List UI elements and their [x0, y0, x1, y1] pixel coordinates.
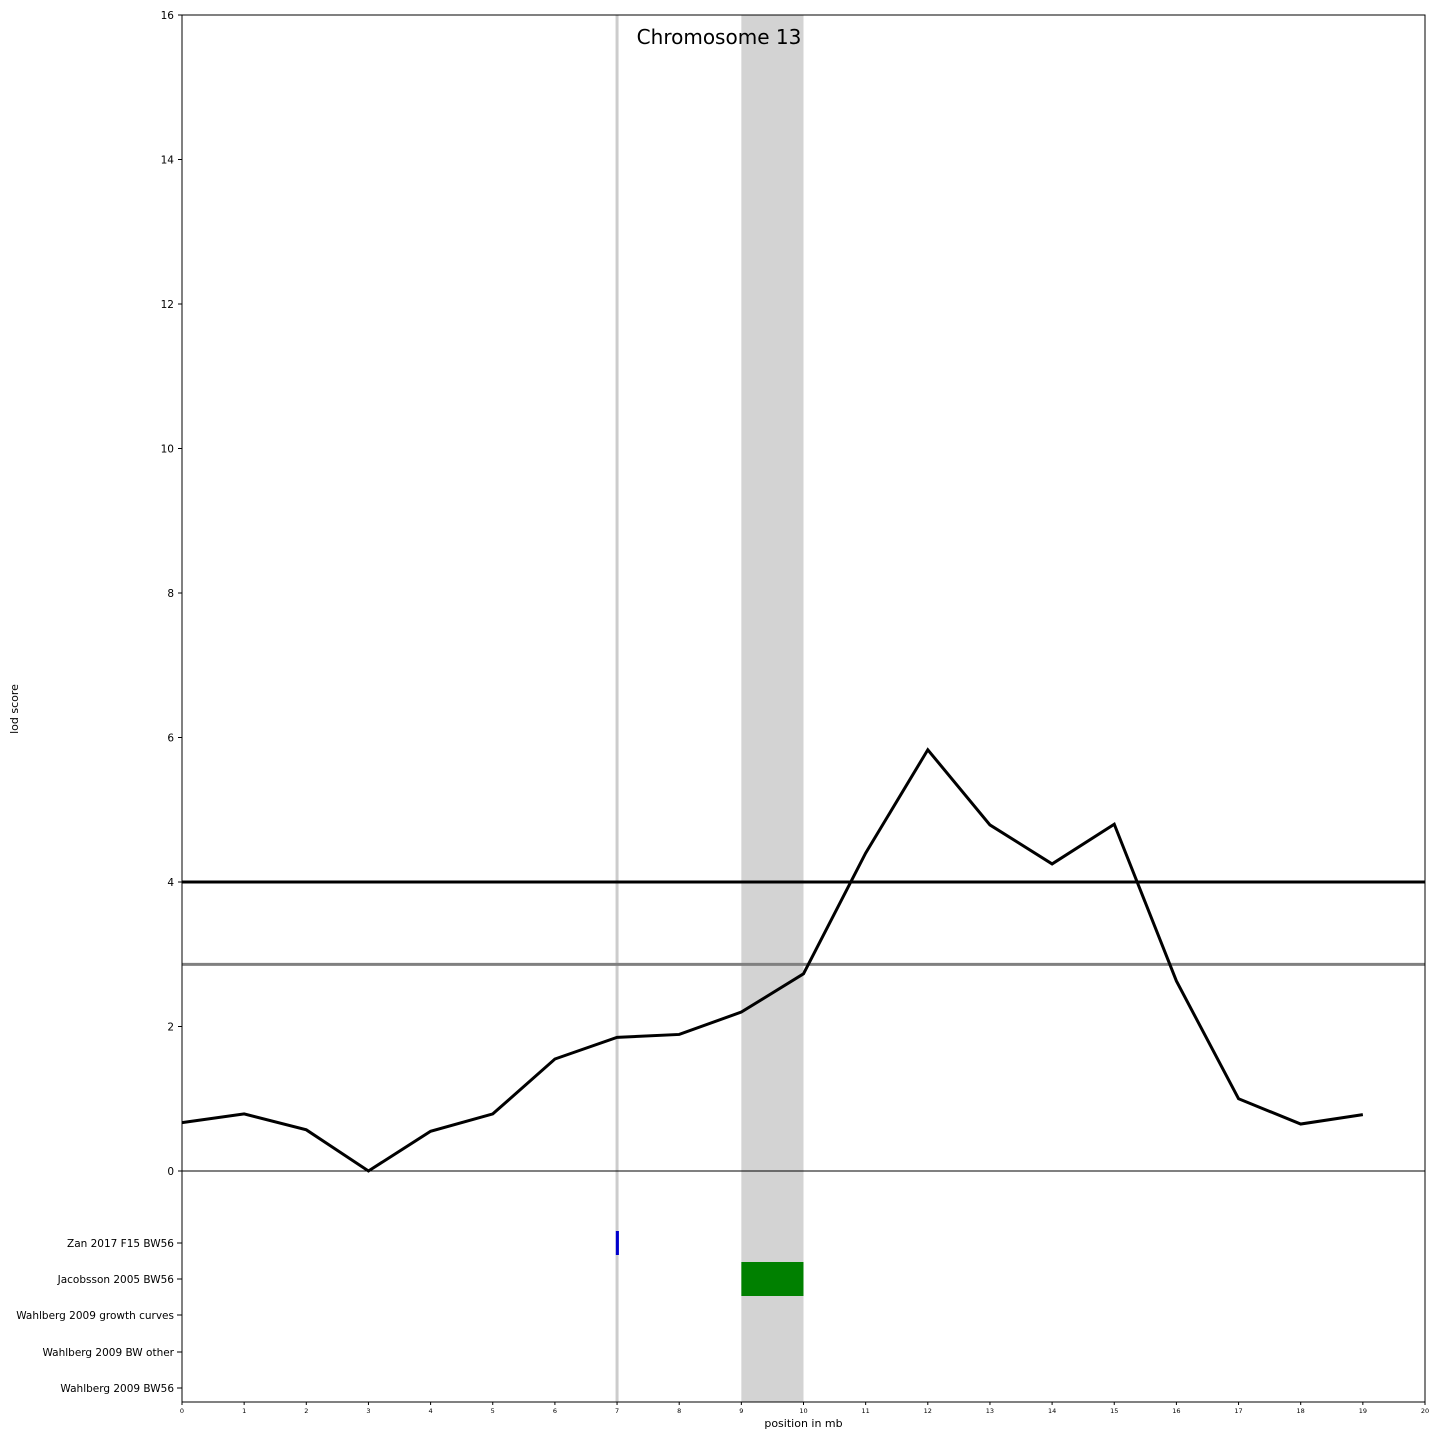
- x-tick-label: 11: [862, 1407, 870, 1415]
- background-layer: [617, 15, 803, 1402]
- track-layer: Zan 2017 F15 BW56 Jacobsson 2005 BW56 Wahl…: [16, 1231, 803, 1395]
- y-tick-label: 10: [161, 444, 174, 456]
- x-tick-label: 17: [1234, 1407, 1242, 1415]
- y-tick-label: 14: [161, 155, 175, 167]
- y-axis-label: lod score: [8, 684, 21, 734]
- x-tick-label: 7: [615, 1407, 619, 1415]
- x-tick-label: 6: [553, 1407, 557, 1415]
- track-label: Wahlberg 2009 BW56: [60, 1383, 174, 1395]
- y-tick-label: 12: [161, 299, 174, 311]
- x-tick-label: 15: [1110, 1407, 1118, 1415]
- x-tick-label: 1: [242, 1407, 246, 1415]
- x-tick-label: 12: [924, 1407, 932, 1415]
- chart-title: Chromosome 13: [637, 25, 802, 49]
- x-tick-label: 8: [677, 1407, 681, 1415]
- x-tick-label: 18: [1297, 1407, 1305, 1415]
- x-tick-label: 0: [180, 1407, 184, 1415]
- y-tick-label: 16: [161, 10, 175, 22]
- x-tick-label: 10: [799, 1407, 807, 1415]
- x-tick-label: 13: [986, 1407, 994, 1415]
- shaded-region: [741, 15, 803, 1402]
- track-label: Wahlberg 2009 BW other: [42, 1347, 174, 1359]
- track-label: Jacobsson 2005 BW56: [57, 1274, 175, 1286]
- track-interval: [616, 1231, 619, 1255]
- y-tick-label: 2: [167, 1022, 174, 1034]
- x-tick-label: 14: [1048, 1407, 1056, 1415]
- y-tick-label: 6: [167, 733, 174, 745]
- track-label: Wahlberg 2009 growth curves: [16, 1310, 174, 1322]
- y-tick-label: 4: [167, 877, 174, 889]
- x-tick-label: 9: [739, 1407, 743, 1415]
- x-tick-label: 5: [491, 1407, 495, 1415]
- y-tick-label: 0: [167, 1166, 174, 1178]
- x-tick-label: 16: [1172, 1407, 1180, 1415]
- x-tick-label: 20: [1421, 1407, 1429, 1415]
- y-tick-label: 8: [167, 588, 174, 600]
- x-tick-label: 4: [429, 1407, 433, 1415]
- x-tick-label: 3: [366, 1407, 370, 1415]
- x-axis-label: position in mb: [764, 1417, 842, 1430]
- track-interval: [741, 1262, 803, 1296]
- x-tick-label: 19: [1359, 1407, 1367, 1415]
- track-label: Zan 2017 F15 BW56: [67, 1238, 174, 1250]
- x-tick-label: 2: [304, 1407, 308, 1415]
